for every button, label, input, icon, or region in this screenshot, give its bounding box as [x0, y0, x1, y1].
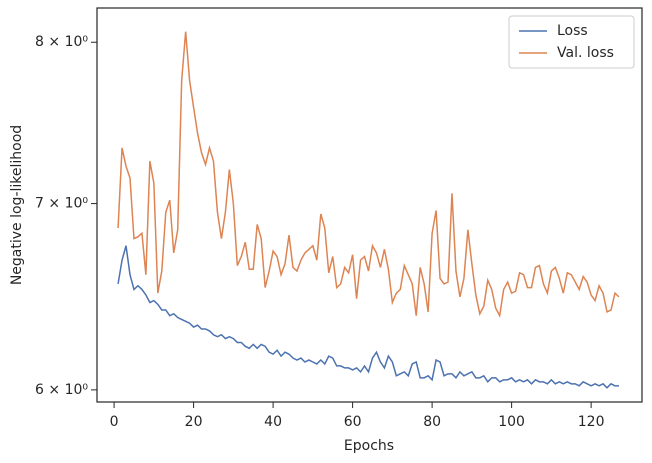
- y-tick-label: 6 × 10⁰: [35, 382, 88, 398]
- x-axis-label: Epochs: [344, 438, 394, 454]
- x-tick-label: 0: [110, 414, 119, 430]
- x-tick-label: 20: [185, 414, 203, 430]
- line-series: [117, 245, 619, 389]
- y-tick-label: 7 × 10⁰: [35, 196, 88, 212]
- x-tick-label: 40: [264, 414, 282, 430]
- x-tick-label: 120: [578, 414, 605, 430]
- x-tick-label: 80: [423, 414, 441, 430]
- line-series: [117, 31, 620, 319]
- y-tick-label: 8 × 10⁰: [35, 34, 88, 50]
- x-tick-label: 100: [498, 414, 525, 430]
- legend-label: Val. loss: [557, 45, 614, 61]
- x-tick-label: 60: [344, 414, 362, 430]
- legend-box: [508, 15, 635, 69]
- legend-label: Loss: [557, 23, 588, 39]
- plot-frame: [96, 7, 643, 403]
- y-axis-label: Negative log-likelihood: [9, 125, 25, 285]
